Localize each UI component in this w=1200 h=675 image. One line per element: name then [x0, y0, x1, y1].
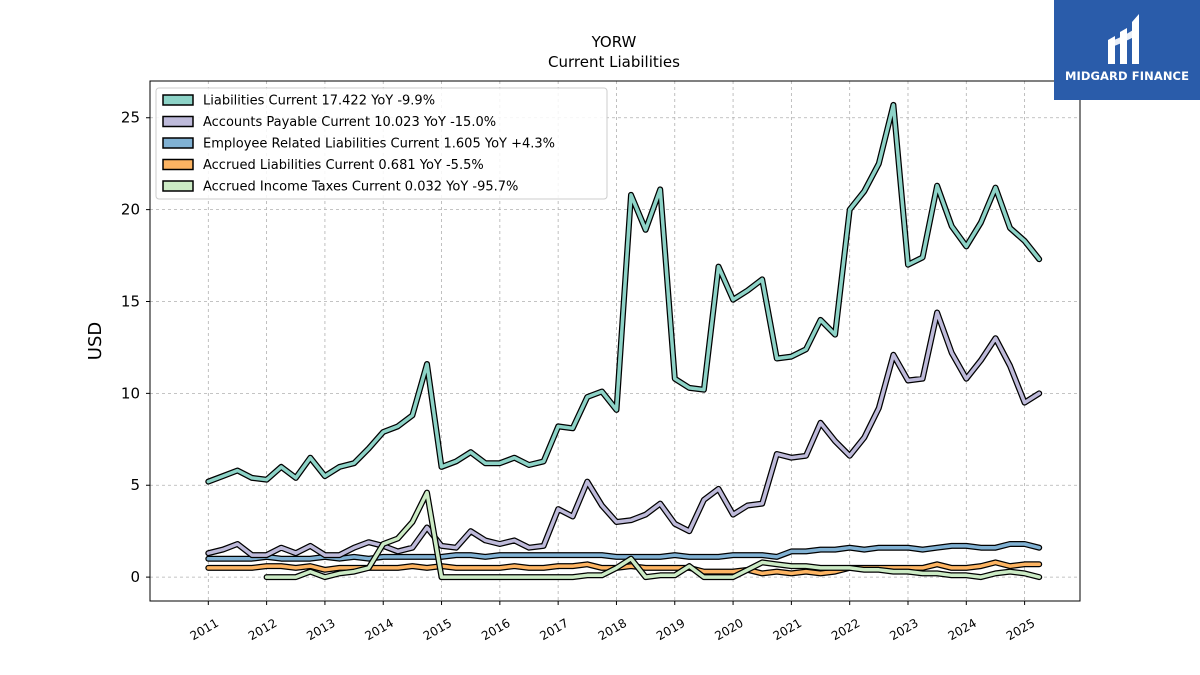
- series-line-stroke: [206, 103, 1041, 484]
- legend-item: Employee Related Liabilities Current 1.6…: [162, 137, 555, 152]
- chart-title: YORW: [591, 33, 637, 51]
- legend-label: Accrued Liabilities Current 0.681 YoY -5…: [203, 158, 484, 173]
- series-line-outline: [263, 489, 1043, 581]
- x-tick-label: 2015: [421, 616, 454, 643]
- x-tick-label: 2023: [887, 616, 920, 643]
- y-tick-label: 20: [121, 201, 140, 219]
- x-tick-label: 2011: [188, 616, 221, 643]
- legend-label: Liabilities Current 17.422 YoY -9.9%: [203, 94, 435, 109]
- x-tick-label: 2012: [246, 616, 279, 643]
- x-tick-label: 2019: [654, 616, 687, 643]
- x-tick-label: 2022: [829, 616, 862, 643]
- legend-swatch: [162, 158, 194, 171]
- plot-frame: [149, 80, 1081, 602]
- logo-text: MIDGARD FINANCE: [1064, 69, 1190, 83]
- series-line-4: [263, 489, 1043, 581]
- legend-label: Accrued Income Taxes Current 0.032 YoY -…: [203, 180, 518, 195]
- series-line-1: [205, 309, 1043, 559]
- y-tick-label: 15: [121, 292, 140, 310]
- x-tick-label: 2014: [363, 616, 396, 643]
- legend-swatch: [162, 137, 194, 149]
- series-line-0: [205, 101, 1043, 485]
- y-tick-label: 10: [121, 384, 140, 402]
- legend: Liabilities Current 17.422 YoY -9.9% Acco…: [155, 87, 608, 200]
- legend-swatch: [162, 180, 194, 192]
- x-tick-label: 2016: [479, 616, 512, 643]
- legend-label: Accounts Payable Current 10.023 YoY -15.…: [203, 115, 496, 130]
- legend-item: Accounts Payable Current 10.023 YoY -15.…: [162, 115, 496, 130]
- series-line-stroke: [206, 542, 1041, 561]
- y-tick-label: 5: [130, 476, 140, 494]
- x-tick-label: 2024: [946, 616, 979, 643]
- y-axis-label: USD: [85, 322, 106, 360]
- series-line-outline: [205, 309, 1043, 559]
- legend-item: Accrued Liabilities Current 0.681 YoY -5…: [162, 158, 484, 173]
- chart-subtitle: Current Liabilities: [548, 53, 680, 71]
- legend-box: [155, 87, 608, 200]
- y-tick-label: 0: [130, 568, 140, 586]
- midgard-logo-icon: [1108, 14, 1139, 64]
- y-axis: 0 5 10 15 20 25: [121, 109, 150, 586]
- series-line-stroke: [206, 310, 1041, 557]
- legend-swatch: [162, 94, 194, 106]
- x-tick-label: 2025: [1004, 616, 1037, 643]
- series-line-stroke: [264, 490, 1041, 579]
- x-tick-label: 2013: [304, 616, 337, 643]
- series-layer: [205, 101, 1043, 581]
- y-tick-label: 25: [121, 109, 140, 127]
- x-tick-label: 2020: [712, 616, 745, 643]
- legend-item: Accrued Income Taxes Current 0.032 YoY -…: [162, 180, 518, 195]
- x-tick-label: 2018: [596, 616, 629, 643]
- legend-item: Liabilities Current 17.422 YoY -9.9%: [162, 94, 435, 109]
- legend-label: Employee Related Liabilities Current 1.6…: [203, 137, 555, 152]
- x-tick-label: 2017: [537, 616, 570, 643]
- series-line-stroke: [206, 560, 1041, 576]
- legend-swatch: [162, 115, 194, 128]
- x-axis: 2011 2012 2013 2014 2015 2016 2017 2018 2019 2020…: [188, 601, 1037, 643]
- midgard-finance-logo: MIDGARD FINANCE: [1054, 0, 1200, 100]
- x-tick-label: 2021: [771, 616, 804, 643]
- series-line-3: [205, 559, 1043, 577]
- series-line-2: [205, 541, 1043, 562]
